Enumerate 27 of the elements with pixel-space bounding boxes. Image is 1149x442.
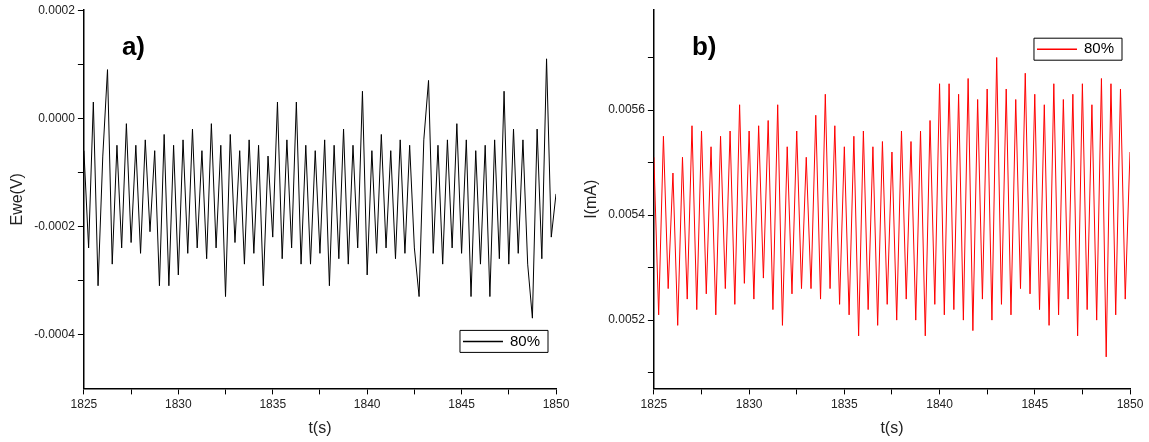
x-tick-label: 1845 (448, 396, 476, 411)
text: a) (121, 31, 146, 62)
legend-label: 80% (509, 331, 541, 349)
y-tick-label: 0.0054 (608, 207, 646, 222)
y-tick-label: 0.0000 (38, 110, 76, 125)
y-tick-label: 0.0052 (608, 312, 646, 327)
x-tick-label: 1840 (926, 396, 954, 411)
legend-label: 80% (1083, 39, 1115, 57)
x-axis-title: t(s) (308, 418, 332, 436)
x-axis-title: t(s) (880, 418, 904, 436)
x-tick-label: 1825 (70, 396, 98, 411)
y-tick-label: 0.0056 (608, 102, 646, 117)
x-tick-label: 1825 (640, 396, 668, 411)
x-tick-label: 1830 (164, 396, 192, 411)
x-tick-label: 1850 (542, 396, 570, 411)
x-tick-label: 1830 (735, 396, 763, 411)
x-tick-label: 1845 (1021, 396, 1049, 411)
y-axis-title: Ewe(V) (8, 173, 26, 226)
x-tick-label: 1835 (259, 396, 287, 411)
y-tick-label: -0.0004 (34, 326, 76, 341)
x-tick-label: 1850 (1116, 396, 1144, 411)
y-tick-label: 0.0002 (38, 2, 76, 17)
y-axis-title: I(mA) (582, 179, 600, 219)
x-tick-label: 1835 (830, 396, 859, 411)
x-tick-label: 1840 (353, 396, 381, 411)
text: b) (691, 31, 717, 62)
y-tick-label: -0.0002 (34, 218, 76, 233)
